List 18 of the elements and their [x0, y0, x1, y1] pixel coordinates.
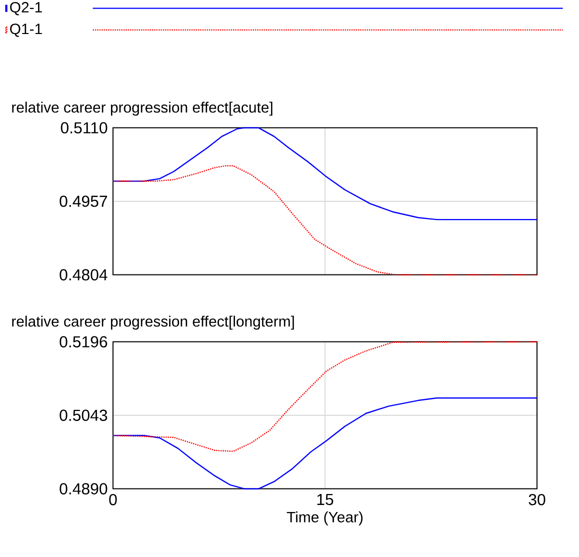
- y-tick-label: 0.4804: [60, 269, 108, 281]
- y-tick-label: 0.5043: [60, 410, 108, 422]
- line-series: [112, 165, 538, 276]
- chart-title: relative career progression effect[acute]: [12, 102, 272, 116]
- chart-title: relative career progression effect[longterm]: [12, 316, 294, 330]
- x-tick-label: 15: [317, 494, 334, 506]
- y-tick-label: 0.5110: [60, 122, 108, 134]
- y-tick-label: 0.4957: [60, 196, 108, 208]
- legend-label: Q2-1: [10, 2, 42, 16]
- y-tick-label: 0.5196: [60, 336, 108, 348]
- line-series: [112, 341, 538, 452]
- x-axis-title: Time (Year): [286, 512, 363, 526]
- y-tick-label: 0.4890: [60, 483, 108, 495]
- line-series: [112, 397, 538, 490]
- x-tick-label: 0: [109, 494, 117, 506]
- line-series: [112, 127, 538, 220]
- x-tick-label: 30: [528, 494, 546, 506]
- legend-label: Q1-1: [10, 24, 42, 37]
